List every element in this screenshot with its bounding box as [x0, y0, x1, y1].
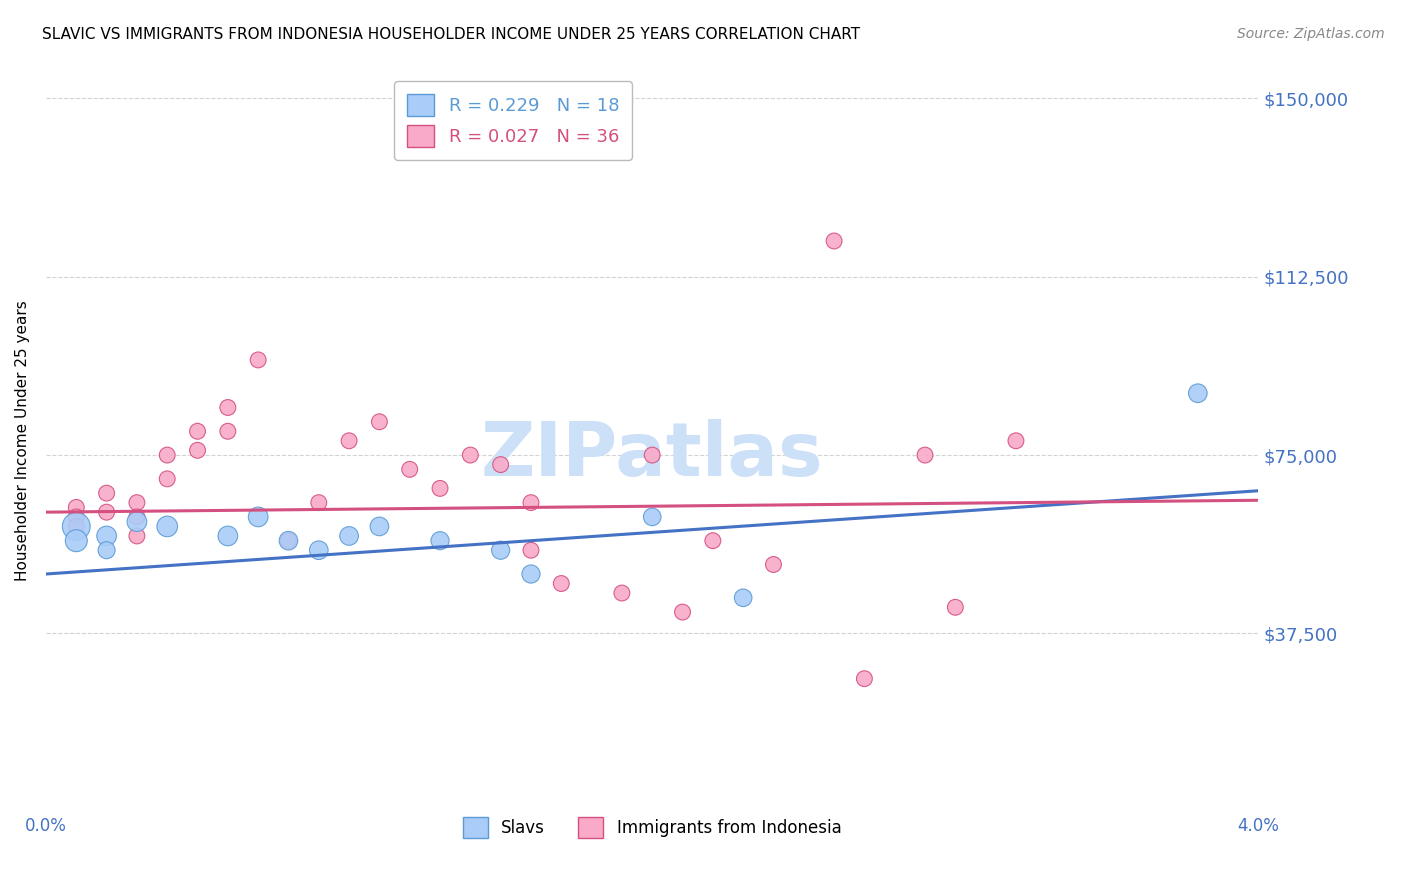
Point	[217, 424, 239, 438]
Point	[247, 509, 270, 524]
Point	[125, 529, 148, 543]
Point	[96, 529, 118, 543]
Point	[337, 434, 360, 448]
Point	[125, 509, 148, 524]
Point	[156, 448, 179, 462]
Point	[65, 509, 87, 524]
Point	[823, 234, 845, 248]
Point	[1005, 434, 1028, 448]
Point	[308, 543, 330, 558]
Y-axis label: Householder Income Under 25 years: Householder Income Under 25 years	[15, 300, 30, 581]
Point	[520, 567, 543, 582]
Point	[1187, 386, 1209, 401]
Point	[610, 586, 633, 600]
Point	[186, 424, 208, 438]
Point	[125, 495, 148, 509]
Point	[943, 600, 966, 615]
Point	[65, 519, 87, 533]
Point	[762, 558, 785, 572]
Point	[308, 495, 330, 509]
Point	[914, 448, 936, 462]
Text: SLAVIC VS IMMIGRANTS FROM INDONESIA HOUSEHOLDER INCOME UNDER 25 YEARS CORRELATIO: SLAVIC VS IMMIGRANTS FROM INDONESIA HOUS…	[42, 27, 860, 42]
Point	[520, 543, 543, 558]
Point	[337, 529, 360, 543]
Point	[368, 519, 391, 533]
Point	[156, 519, 179, 533]
Point	[520, 495, 543, 509]
Point	[65, 500, 87, 515]
Point	[217, 401, 239, 415]
Point	[641, 509, 664, 524]
Point	[65, 533, 87, 548]
Point	[671, 605, 693, 619]
Point	[96, 505, 118, 519]
Point	[460, 448, 482, 462]
Point	[65, 519, 87, 533]
Point	[217, 529, 239, 543]
Point	[429, 533, 451, 548]
Point	[429, 481, 451, 495]
Point	[489, 458, 512, 472]
Point	[247, 352, 270, 367]
Point	[277, 533, 299, 548]
Point	[489, 543, 512, 558]
Point	[368, 415, 391, 429]
Point	[125, 515, 148, 529]
Point	[702, 533, 724, 548]
Point	[156, 472, 179, 486]
Point	[96, 486, 118, 500]
Point	[550, 576, 572, 591]
Point	[733, 591, 755, 605]
Point	[641, 448, 664, 462]
Point	[853, 672, 876, 686]
Point	[96, 543, 118, 558]
Legend: Slavs, Immigrants from Indonesia: Slavs, Immigrants from Indonesia	[456, 811, 848, 845]
Text: ZIPatlas: ZIPatlas	[481, 418, 824, 491]
Point	[186, 443, 208, 458]
Point	[277, 533, 299, 548]
Point	[398, 462, 420, 476]
Text: Source: ZipAtlas.com: Source: ZipAtlas.com	[1237, 27, 1385, 41]
